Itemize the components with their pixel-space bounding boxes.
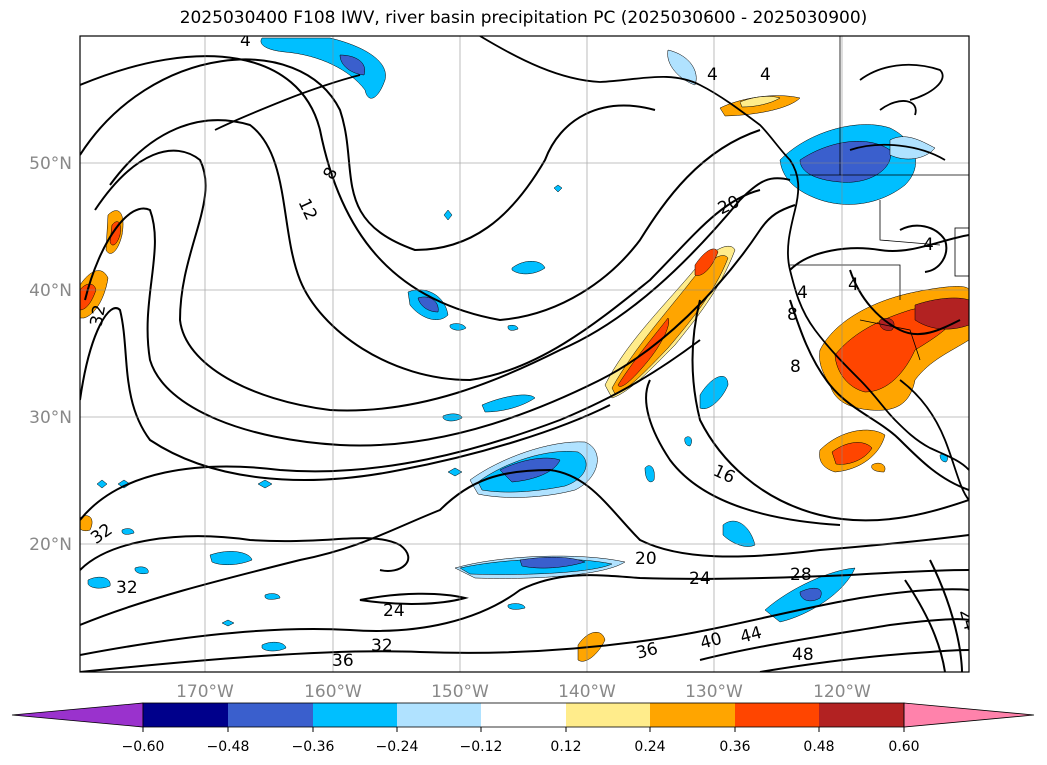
contour-label: 4 bbox=[240, 31, 251, 51]
contour-label: 8 bbox=[790, 357, 801, 377]
contour-label: 4 bbox=[707, 65, 718, 85]
contour-label: 32 bbox=[371, 636, 393, 656]
latitude-labels: 50°N 40°N 30°N 20°N bbox=[29, 154, 72, 555]
colorbar-swatch bbox=[819, 703, 904, 727]
contour-label: 32 bbox=[116, 578, 138, 598]
colorbar: −0.60 −0.48 −0.36 −0.24 −0.12 0.12 0.24 … bbox=[11, 702, 1035, 755]
colorbar-tick-label: 0.12 bbox=[550, 739, 581, 755]
contour-label: 4 bbox=[760, 65, 771, 85]
colorbar-tick-label: −0.12 bbox=[460, 739, 503, 755]
contour-label: 32 bbox=[87, 303, 110, 328]
colorbar-tick-label: −0.24 bbox=[376, 739, 419, 755]
colorbar-swatch bbox=[566, 703, 650, 727]
lon-label: 150°W bbox=[431, 682, 489, 702]
lon-label: 120°W bbox=[813, 682, 871, 702]
colorbar-swatch bbox=[313, 703, 397, 727]
colorbar-tick-label: −0.36 bbox=[292, 739, 335, 755]
contour-label: 4 bbox=[797, 283, 808, 303]
map-frame bbox=[79, 35, 970, 673]
map-title: 2025030400 F108 IWV, river basin precipi… bbox=[179, 8, 868, 28]
colorbar-extend-high bbox=[903, 702, 1035, 728]
lon-label: 160°W bbox=[304, 682, 362, 702]
colorbar-tick-label: −0.60 bbox=[122, 739, 165, 755]
colorbar-swatch bbox=[481, 703, 566, 727]
colorbar-swatch bbox=[143, 703, 228, 727]
colorbar-tick-label: 0.36 bbox=[719, 739, 750, 755]
lat-label: 20°N bbox=[29, 535, 72, 555]
contour-label: 8 bbox=[787, 305, 798, 325]
contour-label: 48 bbox=[792, 645, 814, 665]
colorbar-swatch bbox=[650, 703, 735, 727]
colorbar-extend-low bbox=[11, 702, 144, 728]
colorbar-swatch bbox=[735, 703, 819, 727]
coastlines bbox=[214, 36, 969, 501]
contour-label: 4 bbox=[848, 275, 859, 295]
contour-label: 20 bbox=[635, 549, 657, 569]
contour-label: 24 bbox=[383, 601, 405, 621]
lat-lon-grid bbox=[80, 36, 969, 672]
contour-label: 28 bbox=[790, 565, 812, 585]
lat-label: 40°N bbox=[29, 281, 72, 301]
colorbar-tick-label: 0.24 bbox=[634, 739, 665, 755]
colorbar-swatch bbox=[228, 703, 313, 727]
colorbar-tick-label: −0.48 bbox=[207, 739, 250, 755]
lat-label: 30°N bbox=[29, 408, 72, 428]
colorbar-tick-label: 0.48 bbox=[803, 739, 834, 755]
contour-label: 36 bbox=[332, 651, 354, 671]
lon-label: 140°W bbox=[558, 682, 616, 702]
lon-label: 170°W bbox=[176, 682, 234, 702]
colorbar-tick-label: 0.60 bbox=[888, 739, 919, 755]
lon-label: 130°W bbox=[685, 682, 743, 702]
lat-label: 50°N bbox=[29, 154, 72, 174]
contour-label: 4 bbox=[923, 235, 934, 255]
longitude-labels: 170°W 160°W 150°W 140°W 130°W 120°W bbox=[176, 682, 871, 702]
political-borders bbox=[790, 36, 969, 361]
colorbar-swatch bbox=[397, 703, 481, 727]
contour-label: 24 bbox=[689, 569, 711, 589]
iwv-contours bbox=[80, 55, 969, 672]
